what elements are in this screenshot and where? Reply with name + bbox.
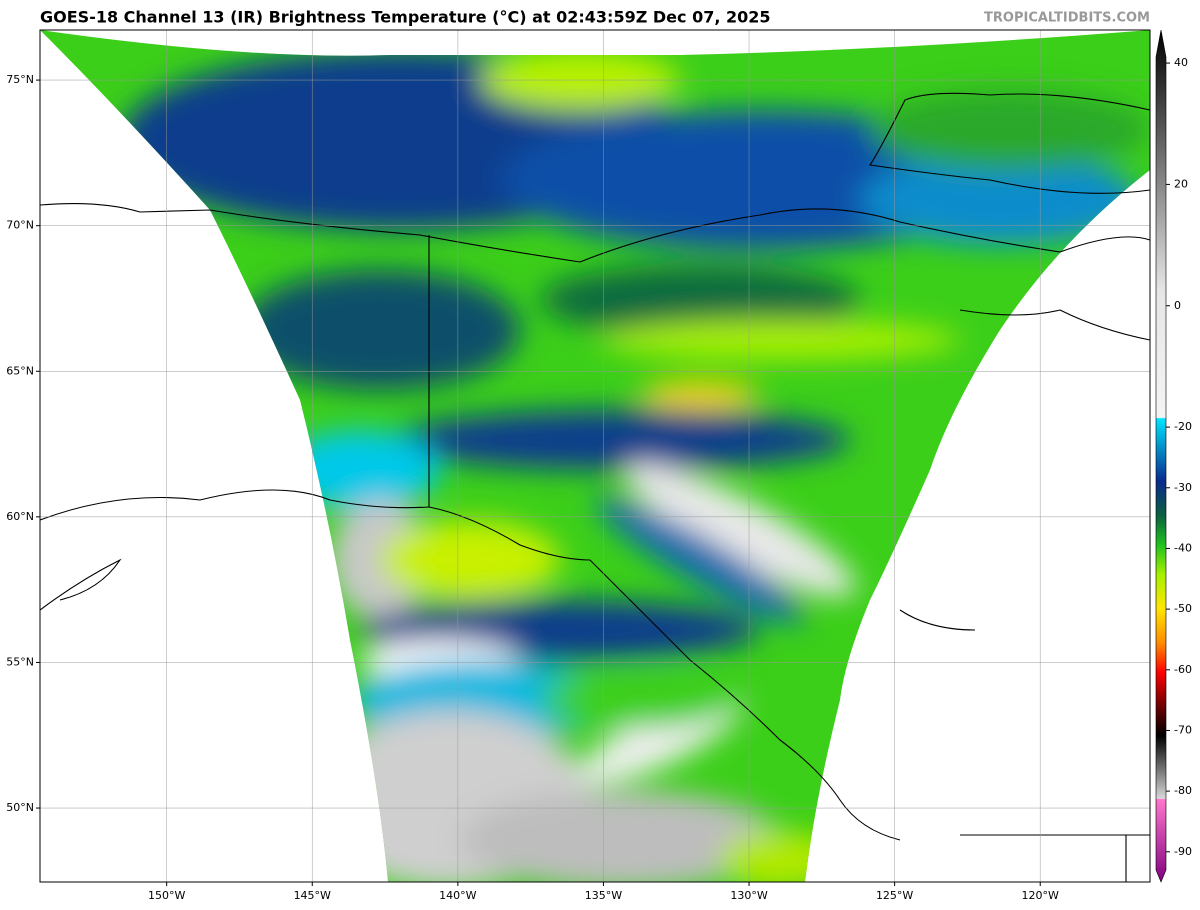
colorbar-tick-label: 20 bbox=[1174, 177, 1188, 190]
lon-tick-label: 145°W bbox=[294, 889, 331, 902]
colorbar-tick-label: -40 bbox=[1174, 541, 1192, 554]
lat-tick-label: 50°N bbox=[6, 801, 34, 814]
lon-tick-label: 135°W bbox=[585, 889, 622, 902]
lon-tick-label: 120°W bbox=[1022, 889, 1059, 902]
lon-tick-label: 130°W bbox=[730, 889, 767, 902]
lon-tick-label: 140°W bbox=[439, 889, 476, 902]
colorbar-tick-label: -80 bbox=[1174, 784, 1192, 797]
watermark: TROPICALTIDBITS.COM bbox=[984, 11, 1150, 26]
colorbar-tick-label: -20 bbox=[1174, 420, 1192, 433]
colorbar-tick-label: 0 bbox=[1174, 299, 1181, 312]
colorbar-tick-label: -90 bbox=[1174, 845, 1192, 858]
colorbar-tick-label: -70 bbox=[1174, 723, 1192, 736]
lat-tick-label: 60°N bbox=[6, 510, 34, 523]
lon-tick-label: 125°W bbox=[876, 889, 913, 902]
colorbar-tick-label: -50 bbox=[1174, 602, 1192, 615]
lat-tick-label: 55°N bbox=[6, 655, 34, 668]
colorbar bbox=[1155, 29, 1167, 883]
map-frame bbox=[39, 29, 1151, 883]
colorbar-tick-label: -60 bbox=[1174, 663, 1192, 676]
coastlines bbox=[40, 92, 1150, 882]
lat-tick-label: 70°N bbox=[6, 219, 34, 232]
map-area bbox=[40, 30, 1150, 882]
lat-tick-label: 75°N bbox=[6, 73, 34, 86]
graticule bbox=[40, 30, 1150, 882]
lon-tick-label: 150°W bbox=[148, 889, 185, 902]
colorbar-tick-label: 40 bbox=[1174, 56, 1188, 69]
colorbar-tick-label: -30 bbox=[1174, 481, 1192, 494]
ir-imagery bbox=[40, 30, 1150, 882]
lat-tick-label: 65°N bbox=[6, 364, 34, 377]
title: GOES-18 Channel 13 (IR) Brightness Tempe… bbox=[40, 8, 771, 27]
